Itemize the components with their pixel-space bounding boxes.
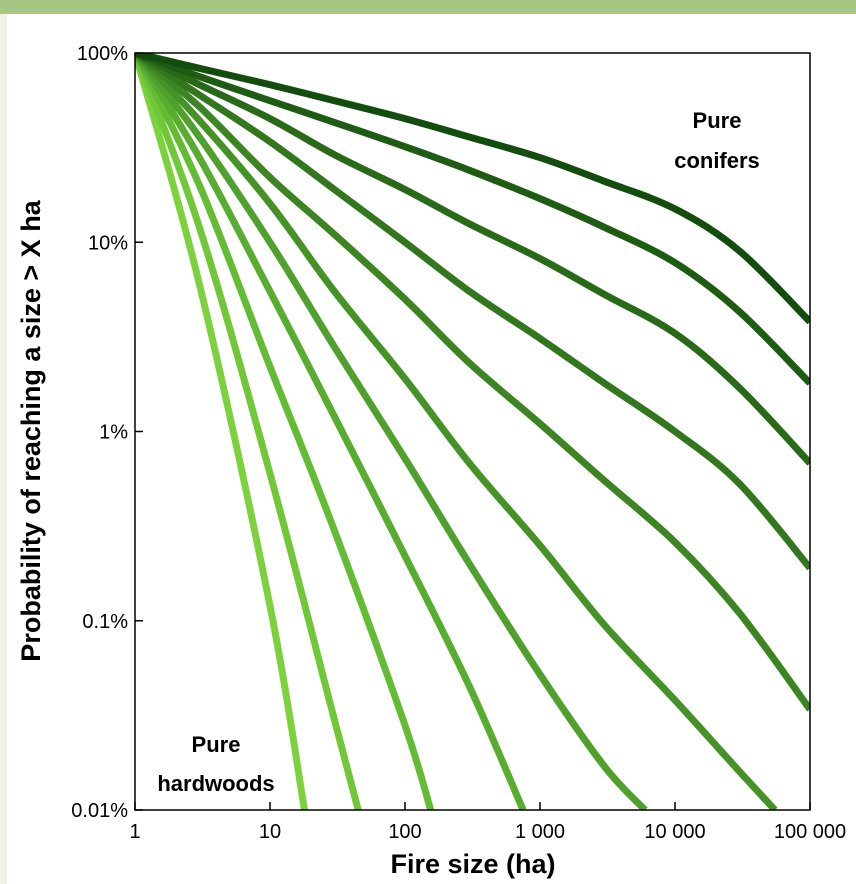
y-tick-label: 0.01% xyxy=(71,800,128,822)
curve-7 xyxy=(135,53,810,712)
curve-1 xyxy=(135,53,308,810)
annotation-conifers-line2: conifers xyxy=(674,148,760,173)
x-tick-label: 10 xyxy=(259,821,281,843)
curve-11 xyxy=(135,53,810,325)
x-tick-label: 1 000 xyxy=(515,821,565,843)
top-border-band xyxy=(0,0,856,14)
curve-5 xyxy=(135,53,648,810)
left-border-band xyxy=(0,14,7,884)
x-tick-label: 1 xyxy=(129,821,140,843)
x-tick-label: 10 000 xyxy=(644,821,705,843)
curve-3 xyxy=(135,53,435,810)
curve-4 xyxy=(135,53,527,810)
x-tick-label: 100 000 xyxy=(774,821,846,843)
y-tick-label: 1% xyxy=(99,422,128,444)
x-tick-label: 100 xyxy=(388,821,421,843)
y-tick-label: 0.1% xyxy=(82,611,128,633)
curve-8 xyxy=(135,53,810,571)
y-axis-title: Probability of reaching a size > X ha xyxy=(16,199,46,661)
x-axis-title: Fire size (ha) xyxy=(390,849,555,879)
annotation-conifers-line1: Pure xyxy=(693,108,742,133)
curves-layer xyxy=(135,53,810,810)
y-tick-label: 10% xyxy=(88,232,128,254)
curve-10 xyxy=(135,53,810,386)
curve-6 xyxy=(135,53,778,810)
ticks-layer: 1 10 100 1 000 10 000 100 000 0.01% 0.1% 1% 10% 10… xyxy=(71,43,846,843)
y-tick-label: 100% xyxy=(77,43,128,65)
annotation-hardwoods-line1: Pure xyxy=(192,732,241,757)
curve-9 xyxy=(135,53,810,466)
curve-2 xyxy=(135,53,362,810)
annotation-hardwoods-line2: hardwoods xyxy=(157,771,274,796)
